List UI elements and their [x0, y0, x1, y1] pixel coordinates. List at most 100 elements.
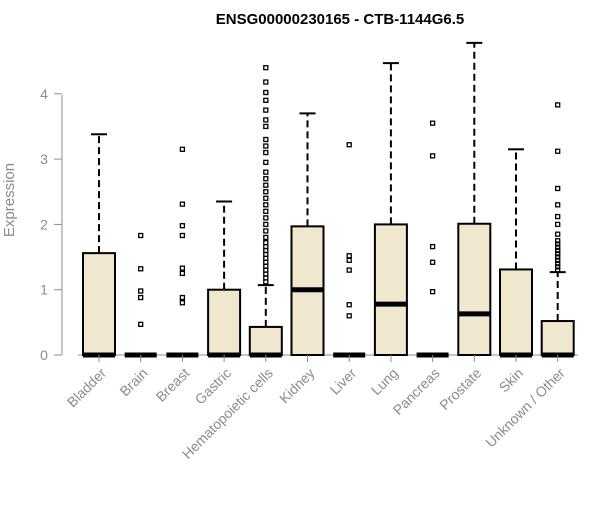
box-4 — [248, 65, 283, 358]
y-tick-label: 3 — [40, 151, 48, 167]
outlier-point — [138, 321, 144, 327]
outlier-point — [555, 260, 561, 267]
outlier-point — [555, 264, 561, 270]
box-body — [457, 222, 492, 356]
box-body — [207, 288, 242, 357]
outlier-point — [263, 123, 269, 130]
outlier-point — [346, 253, 352, 259]
outlier-point — [138, 232, 144, 239]
outlier-point — [263, 208, 269, 214]
outlier-point — [429, 120, 436, 126]
outlier-point — [429, 259, 436, 265]
outlier-point — [346, 267, 352, 273]
box-body — [248, 325, 283, 356]
outlier-point — [263, 234, 269, 241]
box-body — [540, 320, 575, 357]
outlier-point — [138, 288, 144, 294]
outlier-point — [555, 221, 561, 228]
outlier-point — [555, 202, 561, 208]
y-tick-label: 1 — [40, 282, 48, 298]
outlier-point — [263, 202, 269, 208]
outlier-point — [555, 247, 561, 254]
y-tick-label: 0 — [40, 347, 48, 363]
outlier-point — [179, 270, 186, 277]
outlier-point — [346, 142, 352, 148]
outlier-point — [555, 244, 561, 250]
outlier-point — [138, 294, 144, 301]
outlier-point — [263, 176, 269, 182]
y-tick-label: 2 — [40, 216, 48, 232]
outlier-point — [263, 143, 269, 149]
outlier-point — [263, 228, 269, 234]
outlier-point — [555, 102, 561, 108]
outlier-point — [429, 243, 436, 250]
outlier-point — [263, 221, 269, 228]
y-axis-label: Expression — [1, 163, 18, 237]
outlier-point — [138, 266, 144, 272]
box-body — [82, 252, 116, 356]
x-tick-label: Breast — [153, 365, 193, 405]
x-tick-label: Skin — [496, 365, 527, 396]
box-body — [499, 268, 533, 356]
x-tick-label: Lung — [368, 365, 401, 398]
x-tick-label: Brain — [116, 365, 150, 399]
outlier-point — [263, 195, 269, 201]
box-2 — [166, 146, 199, 358]
outlier-point — [555, 241, 561, 247]
outlier-point — [263, 107, 269, 113]
outlier-point — [346, 257, 352, 263]
outlier-point — [263, 215, 269, 221]
outlier-point — [263, 79, 269, 85]
boxes-group — [82, 41, 575, 358]
outlier-point — [179, 294, 186, 301]
outlier-point — [263, 89, 269, 96]
outlier-point — [555, 213, 561, 220]
outlier-point — [555, 185, 561, 192]
outlier-point — [263, 136, 269, 143]
box-8 — [416, 120, 449, 358]
outlier-point — [263, 159, 269, 166]
box-0 — [82, 133, 116, 358]
outlier-point — [429, 153, 436, 159]
outlier-point — [263, 182, 269, 188]
x-tick-label: Liver — [327, 365, 360, 398]
outlier-point — [263, 240, 269, 246]
outlier-point — [179, 201, 186, 207]
outlier-point — [179, 146, 186, 152]
outlier-point — [555, 148, 561, 154]
box-1 — [124, 232, 157, 358]
outlier-point — [179, 300, 186, 306]
outlier-point — [555, 251, 561, 257]
x-tick-label: Bladder — [64, 365, 110, 411]
x-tick-label: Kidney — [276, 365, 318, 407]
box-7 — [373, 62, 408, 356]
outlier-point — [555, 231, 561, 237]
outlier-point — [346, 302, 352, 308]
outlier-point — [179, 265, 186, 271]
outlier-point — [429, 289, 436, 295]
outlier-point — [346, 313, 352, 319]
y-tick-label: 4 — [40, 86, 48, 102]
outlier-point — [555, 257, 561, 263]
outlier-point — [263, 169, 269, 175]
outlier-point — [263, 97, 269, 103]
outlier-point — [555, 238, 561, 244]
y-ticks: 0 1 2 3 4 — [40, 86, 62, 363]
box-5 — [290, 112, 325, 356]
box-9 — [457, 41, 492, 356]
outlier-point — [555, 267, 561, 273]
outlier-point — [263, 117, 269, 123]
x-tick-label: Prostate — [436, 365, 484, 413]
x-tick-label: Unknown / Other — [482, 365, 568, 451]
outlier-point — [263, 65, 269, 71]
box-11 — [540, 102, 575, 358]
outlier-point — [263, 149, 269, 156]
box-body — [373, 223, 408, 356]
box-6 — [333, 142, 366, 358]
outlier-point — [263, 189, 269, 195]
box-10 — [499, 148, 533, 358]
outlier-point — [555, 254, 561, 260]
